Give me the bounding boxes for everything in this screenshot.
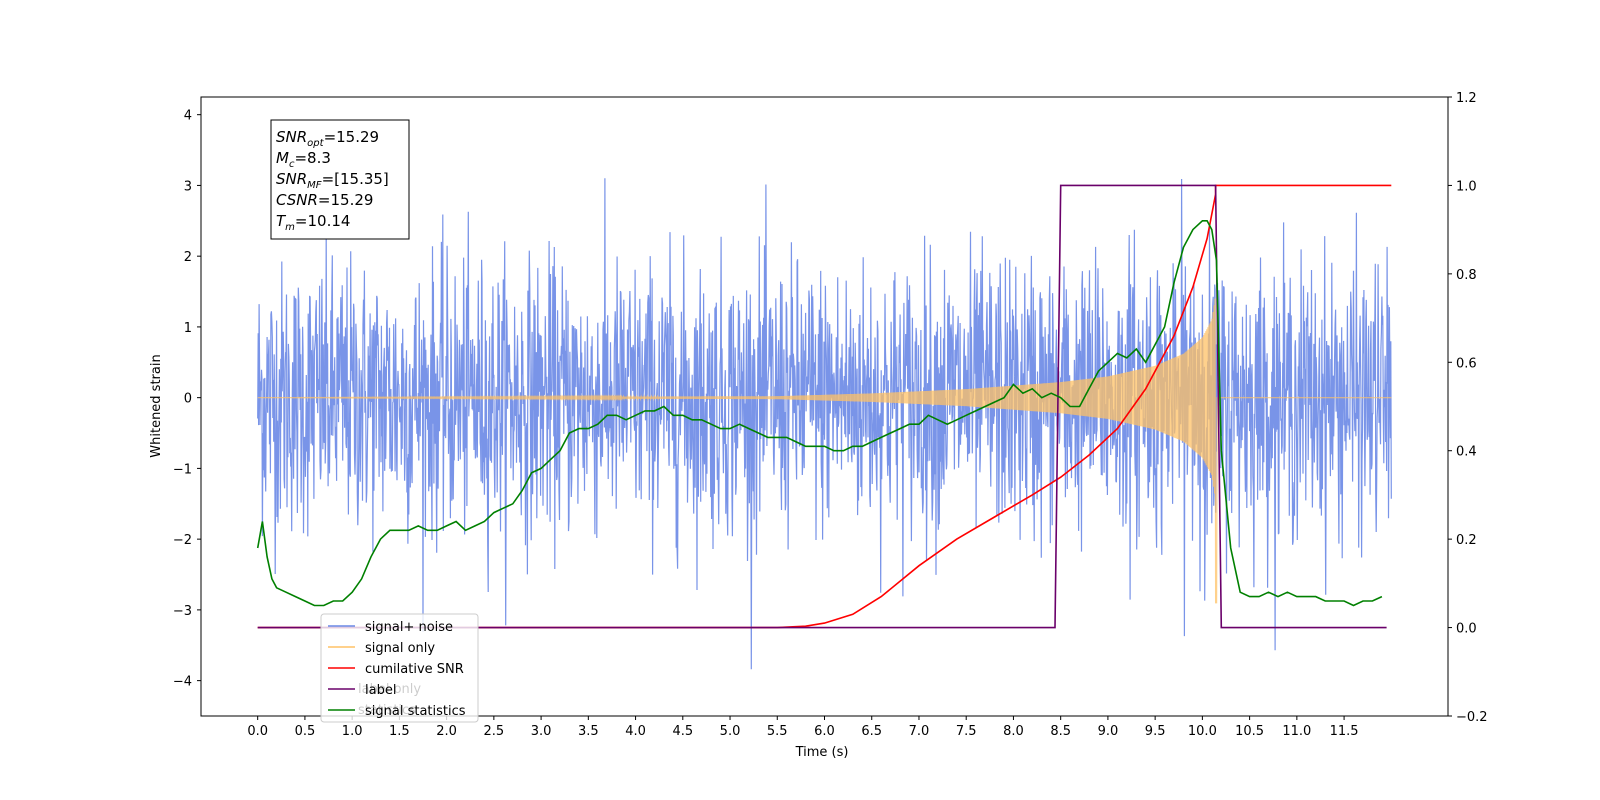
x-tick-label: 10.0: [1188, 724, 1217, 739]
y2-tick-label: 0.4: [1456, 445, 1477, 460]
x-axis: 0.0 0.5 1.0 1.5 2.0 2.5 3.0 3.5 4.0 4.5 5.0 5.5 6.0 6…: [247, 716, 1359, 739]
y-tick-label: −4: [173, 675, 192, 690]
x-tick-label: 9.0: [1098, 724, 1119, 739]
x-tick-label: 2.5: [484, 724, 505, 739]
legend-label: cumilative SNR: [365, 662, 464, 677]
y-tick-label: 2: [184, 250, 192, 265]
annotation-box: SNRopt=15.29Mc=8.3SNRMF=[15.35]CSNR=15.2…: [270, 119, 410, 240]
signal-statistics-line: [256, 220, 1383, 607]
y2-tick-label: 0.2: [1456, 533, 1477, 548]
x-tick-label: 5.0: [720, 724, 741, 739]
x-tick-label: 6.5: [861, 724, 882, 739]
y2-tick-label: 0.0: [1456, 622, 1477, 637]
legend-label: label: [365, 683, 396, 698]
x-tick-label: 9.5: [1145, 724, 1166, 739]
x-tick-label: 3.5: [578, 724, 599, 739]
x-tick-label: 2.0: [436, 724, 457, 739]
y-tick-label: 3: [184, 179, 192, 194]
legend-frame: [320, 613, 479, 723]
signal-noise-series: [257, 178, 1392, 670]
label-line: [257, 184, 1387, 629]
annotation-line: SNRopt=15.29: [276, 128, 379, 149]
y2-tick-label: 0.8: [1456, 268, 1477, 283]
y-axis-label: Whitened strain: [149, 354, 164, 457]
annotation-line: CSNR=15.29: [276, 191, 373, 209]
signal-only-line: [257, 298, 1392, 604]
y2-tick-label: 1.0: [1456, 179, 1477, 194]
x-tick-label: 11.5: [1330, 724, 1359, 739]
x-tick-label: 3.0: [531, 724, 552, 739]
x-tick-label: 10.5: [1235, 724, 1264, 739]
y-axis-left: 4 3 2 1 0 −1 −2 −3 −4: [173, 109, 201, 690]
x-tick-label: 0.0: [247, 724, 268, 739]
legend-label: signal statistics: [365, 704, 466, 719]
y2-tick-label: 0.6: [1456, 356, 1477, 371]
legend-label: signal only: [365, 641, 435, 656]
x-tick-label: 11.0: [1282, 724, 1311, 739]
y-tick-label: −1: [173, 462, 192, 477]
annotation-line: SNRMF=[15.35]: [276, 170, 389, 191]
cumilative-snr-line: [257, 184, 1392, 629]
x-tick-label: 7.0: [909, 724, 930, 739]
x-tick-label: 8.5: [1050, 724, 1071, 739]
x-tick-label: 8.0: [1003, 724, 1024, 739]
y-tick-label: 1: [184, 321, 192, 336]
x-tick-label: 7.5: [956, 724, 977, 739]
x-tick-label: 1.0: [342, 724, 363, 739]
legend-label: signal+ noise: [365, 620, 453, 635]
x-tick-label: 1.5: [389, 724, 410, 739]
y-tick-label: 0: [184, 392, 192, 407]
x-tick-label: 6.0: [814, 724, 835, 739]
annotation-frame: [270, 119, 410, 240]
y-tick-label: −2: [173, 533, 192, 548]
x-tick-label: 4.0: [625, 724, 646, 739]
x-axis-label: Time (s): [795, 745, 849, 760]
right-axis-series: [256, 184, 1392, 629]
x-tick-label: 5.5: [767, 724, 788, 739]
x-tick-label: 4.5: [672, 724, 693, 739]
x-tick-label: 0.5: [295, 724, 316, 739]
annotation-line: Mc=8.3: [276, 149, 331, 170]
legend: label onlystatisticssignal+ noisesignal …: [320, 613, 479, 723]
y2-tick-label: 1.2: [1456, 91, 1477, 106]
y2-tick-label: −0.2: [1456, 710, 1488, 725]
y-axis-right: 1.2 1.0 0.8 0.6 0.4 0.2 0.0 −0.2: [1448, 91, 1488, 725]
signal-only-series: [257, 298, 1392, 604]
y-tick-label: 4: [184, 109, 192, 124]
signal-noise-line: [257, 178, 1392, 670]
y-tick-label: −3: [173, 604, 192, 619]
annotation-line: Tm=10.14: [276, 212, 350, 233]
